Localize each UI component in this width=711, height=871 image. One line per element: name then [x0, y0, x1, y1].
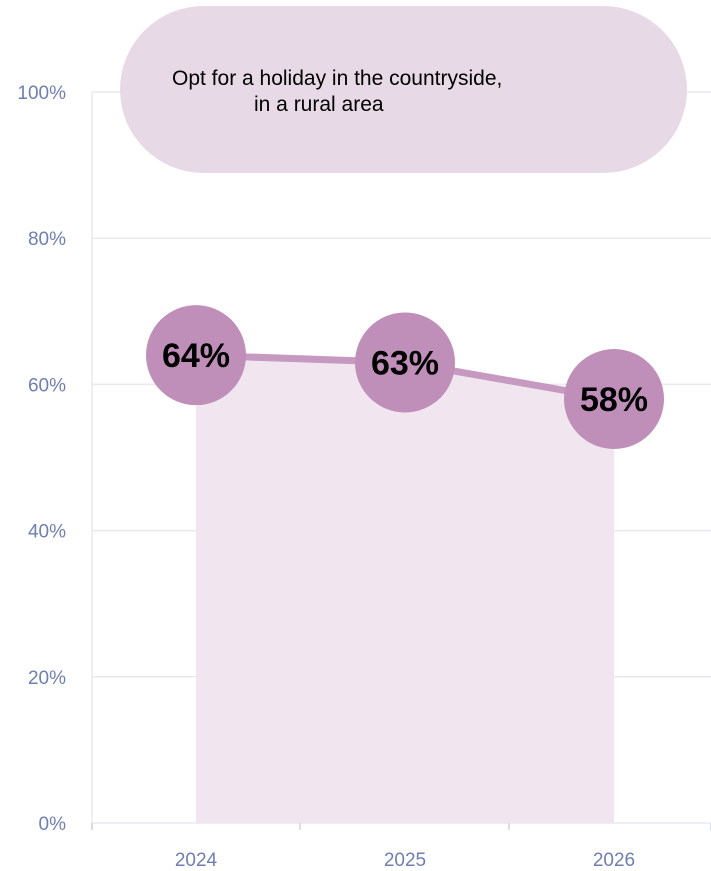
- series-area: [196, 355, 614, 823]
- chart-title-line-2: in a rural area: [254, 93, 384, 116]
- data-point-2026: [564, 349, 664, 450]
- data-point-2025: [355, 312, 455, 413]
- y-tick-label: 40%: [28, 522, 66, 543]
- data-label-2026: 58%: [580, 381, 648, 419]
- data-label-2024: 64%: [162, 337, 230, 375]
- chart-title-line-1: Opt for a holiday in the countryside,: [172, 67, 503, 90]
- y-tick-label: 60%: [28, 375, 66, 396]
- x-tick-label: 2024: [175, 850, 218, 871]
- y-tick-label: 0%: [39, 814, 67, 835]
- data-point-2024: [146, 305, 246, 406]
- y-tick-label: 80%: [28, 229, 66, 250]
- y-tick-label: 20%: [28, 668, 66, 689]
- x-tick-label: 2025: [384, 850, 426, 871]
- x-tick-label: 2026: [593, 850, 635, 871]
- y-tick-label: 100%: [17, 83, 66, 104]
- data-label-2025: 63%: [371, 344, 439, 382]
- chart-title-pill: [120, 6, 687, 173]
